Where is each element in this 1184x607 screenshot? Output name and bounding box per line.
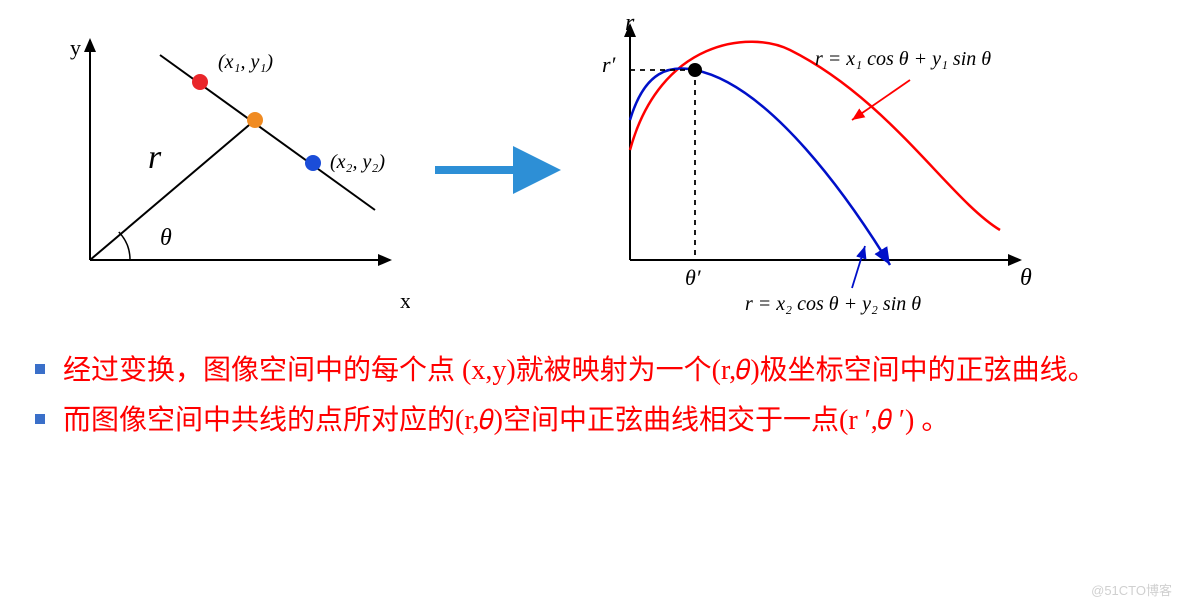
bullet-marker <box>35 364 45 374</box>
svg-text:r: r <box>625 10 635 36</box>
svg-text:y: y <box>70 35 81 60</box>
svg-text:θ′: θ′ <box>685 265 702 290</box>
svg-text:r: r <box>148 139 162 176</box>
bullet-text: 经过变换，图像空间中的每个点 (x,y)就被映射为一个(r,𝜃)极坐标空间中的正… <box>63 350 1096 392</box>
bullet-item: 经过变换，图像空间中的每个点 (x,y)就被映射为一个(r,𝜃)极坐标空间中的正… <box>35 350 1154 392</box>
figures-row: x y θ r (x₁, y₁) (x₂, y₂) r θ r = x₁ cos θ + y₁… <box>30 10 1154 330</box>
explanation-bullets: 经过变换，图像空间中的每个点 (x,y)就被映射为一个(r,𝜃)极坐标空间中的正… <box>30 350 1154 442</box>
svg-text:(x₂, y₂): (x₂, y₂) <box>330 151 385 173</box>
bullet-item: 而图像空间中共线的点所对应的(r,𝜃)空间中正弦曲线相交于一点(r ′,𝜃 ′)… <box>35 400 1154 442</box>
svg-text:θ: θ <box>1020 265 1032 291</box>
xy-space-plot: x y θ r (x₁, y₁) (x₂, y₂) <box>30 20 410 320</box>
svg-text:x: x <box>400 288 410 313</box>
svg-text:r = x₁ cos θ + y₁ sin θ: r = x₁ cos θ + y₁ sin θ <box>815 48 991 70</box>
transform-arrow <box>430 140 570 200</box>
svg-text:θ: θ <box>160 225 172 251</box>
svg-text:(x₁, y₁): (x₁, y₁) <box>218 51 273 73</box>
watermark: @51CTO博客 <box>1091 580 1172 599</box>
bullet-marker <box>35 414 45 424</box>
bullet-text: 而图像空间中共线的点所对应的(r,𝜃)空间中正弦曲线相交于一点(r ′,𝜃 ′)… <box>63 400 949 442</box>
svg-text:r′: r′ <box>602 52 617 77</box>
svg-text:r = x₂ cos θ + y₂ sin θ: r = x₂ cos θ + y₂ sin θ <box>745 293 921 315</box>
rtheta-space-plot: r θ r = x₁ cos θ + y₁ sin θ r = x₂ cos θ + … <box>590 10 1060 330</box>
